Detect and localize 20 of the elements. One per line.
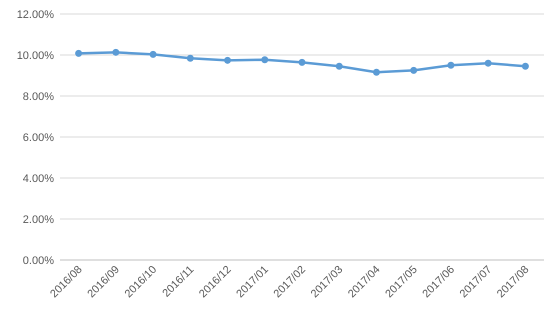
point: [447, 62, 454, 69]
y-tick-label: 0.00%: [22, 254, 54, 267]
point: [336, 62, 343, 70]
y-tick-label: 10.00%: [16, 50, 54, 62]
point: [112, 48, 120, 56]
point: [75, 50, 82, 57]
point: [224, 56, 232, 64]
point: [298, 58, 306, 66]
point: [410, 66, 418, 74]
y-tick-label: 2.00%: [22, 214, 54, 226]
point: [372, 68, 380, 76]
point: [522, 62, 529, 70]
point: [150, 50, 157, 58]
y-tick-label: 12.00%: [16, 8, 54, 21]
y-tick-label: 4.00%: [22, 172, 54, 185]
y-tick-label: 6.00%: [22, 132, 54, 144]
y-tick-label: 8.00%: [22, 90, 54, 103]
point: [261, 56, 268, 64]
point: [186, 54, 194, 62]
point: [484, 60, 492, 67]
